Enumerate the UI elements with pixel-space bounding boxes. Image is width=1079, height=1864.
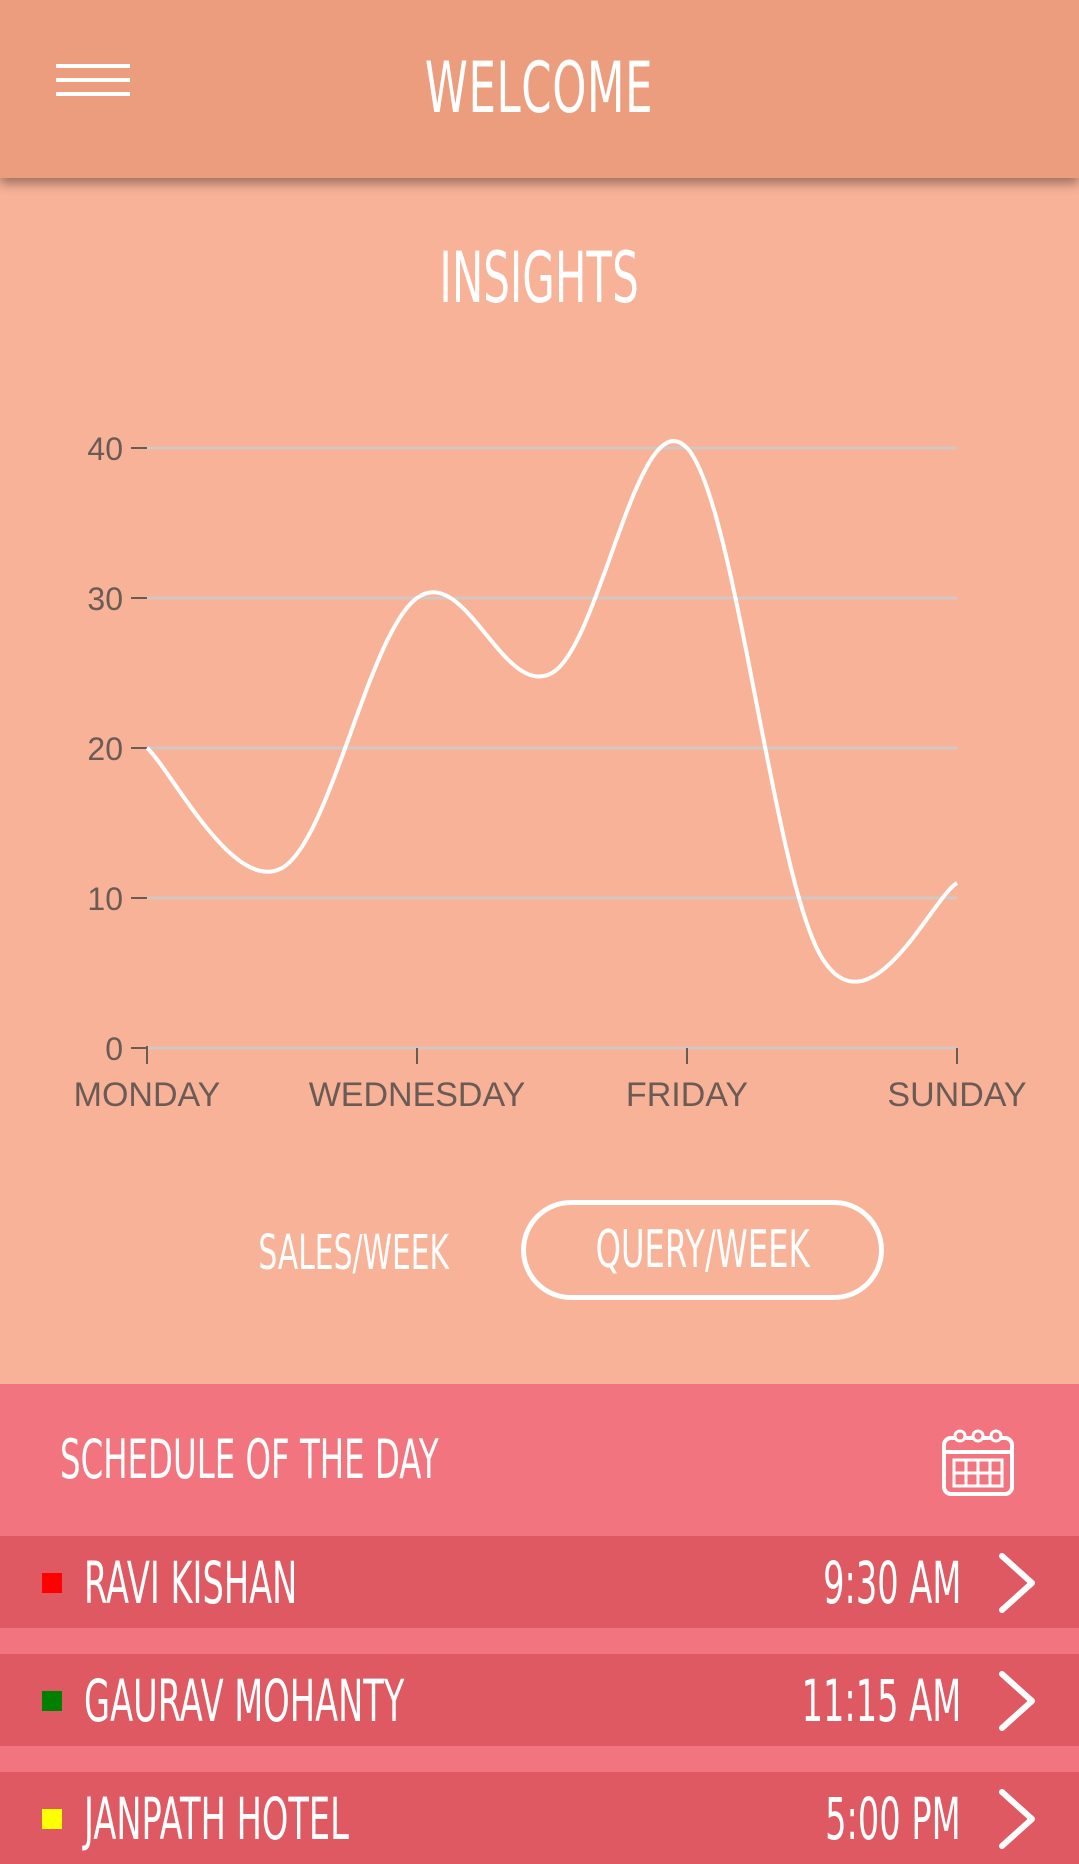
y-tick-label: 30 bbox=[87, 581, 123, 617]
schedule-panel: SCHEDULE OF THE DAY RAVI KISHAN 9:30 AM bbox=[0, 1384, 1079, 1846]
y-tick-label: 0 bbox=[105, 1031, 123, 1067]
calendar-icon-graphic bbox=[940, 1424, 1016, 1500]
x-tick-label: SUNDAY bbox=[887, 1076, 1026, 1114]
chart-toggle: SALES/WEEK QUERY/WEEK bbox=[0, 1198, 1079, 1308]
schedule-title: SCHEDULE OF THE DAY bbox=[60, 1418, 691, 1502]
insights-title-text: INSIGHTS bbox=[440, 230, 639, 326]
x-tick-label: MONDAY bbox=[74, 1076, 221, 1114]
schedule-item[interactable]: GAURAV MOHANTY 11:15 AM bbox=[0, 1654, 1079, 1746]
chart-axes: 0 10 20 30 40 MONDAY WEDNESDAY FRIDAY SUNDAY bbox=[74, 431, 1027, 1114]
insights-title: INSIGHTS bbox=[0, 230, 1079, 326]
schedule-item-name-text: RAVI KISHAN bbox=[84, 1540, 297, 1626]
sales-per-week-toggle[interactable]: SALES/WEEK bbox=[200, 1218, 460, 1288]
schedule-item-name-text: GAURAV MOHANTY bbox=[84, 1658, 404, 1744]
chart-grid bbox=[147, 448, 957, 1048]
query-per-week-label: QUERY/WEEK bbox=[595, 1205, 809, 1295]
schedule-item-name: RAVI KISHAN bbox=[84, 1540, 452, 1627]
schedule-item-time: 9:30 AM bbox=[723, 1540, 961, 1627]
query-per-week-toggle[interactable]: QUERY/WEEK bbox=[521, 1200, 884, 1300]
y-tick-label: 20 bbox=[87, 731, 123, 767]
y-tick-label: 40 bbox=[87, 431, 123, 467]
app-bar: WELCOME bbox=[0, 0, 1079, 178]
status-indicator bbox=[42, 1691, 62, 1711]
calendar-icon[interactable] bbox=[940, 1424, 1016, 1500]
schedule-header: SCHEDULE OF THE DAY bbox=[0, 1384, 1079, 1536]
schedule-item-name-text: JANPATH HOTEL bbox=[84, 1776, 349, 1862]
line-chart: 0 10 20 30 40 MONDAY WEDNESDAY FRIDAY SUNDAY bbox=[0, 380, 1079, 1120]
chart-series bbox=[147, 441, 957, 982]
schedule-item-name: GAURAV MOHANTY bbox=[84, 1658, 636, 1745]
chevron-right-icon bbox=[996, 1786, 1040, 1852]
sales-per-week-label: SALES/WEEK bbox=[258, 1218, 449, 1288]
x-tick-label: FRIDAY bbox=[626, 1076, 748, 1114]
schedule-item-time-text: 5:00 PM bbox=[825, 1776, 961, 1862]
page-title-text: WELCOME bbox=[425, 40, 653, 136]
schedule-item[interactable]: JANPATH HOTEL 5:00 PM bbox=[0, 1772, 1079, 1864]
page-title: WELCOME bbox=[0, 40, 1079, 136]
schedule-item-time-text: 9:30 AM bbox=[823, 1540, 961, 1626]
schedule-item-time: 5:00 PM bbox=[727, 1776, 961, 1863]
schedule-item-name: JANPATH HOTEL bbox=[84, 1776, 541, 1863]
schedule-title-text: SCHEDULE OF THE DAY bbox=[60, 1418, 439, 1502]
chevron-right-icon bbox=[996, 1550, 1040, 1616]
y-tick-label: 10 bbox=[87, 881, 123, 917]
status-indicator bbox=[42, 1573, 62, 1593]
schedule-item[interactable]: RAVI KISHAN 9:30 AM bbox=[0, 1536, 1079, 1628]
status-indicator bbox=[42, 1809, 62, 1829]
insights-chart: 0 10 20 30 40 MONDAY WEDNESDAY FRIDAY SUNDAY bbox=[0, 380, 1079, 1120]
x-tick-label: WEDNESDAY bbox=[309, 1076, 526, 1114]
chevron-right-icon bbox=[996, 1668, 1040, 1734]
schedule-item-time: 11:15 AM bbox=[686, 1658, 961, 1745]
schedule-item-time-text: 11:15 AM bbox=[801, 1658, 961, 1744]
series-line bbox=[147, 441, 957, 982]
